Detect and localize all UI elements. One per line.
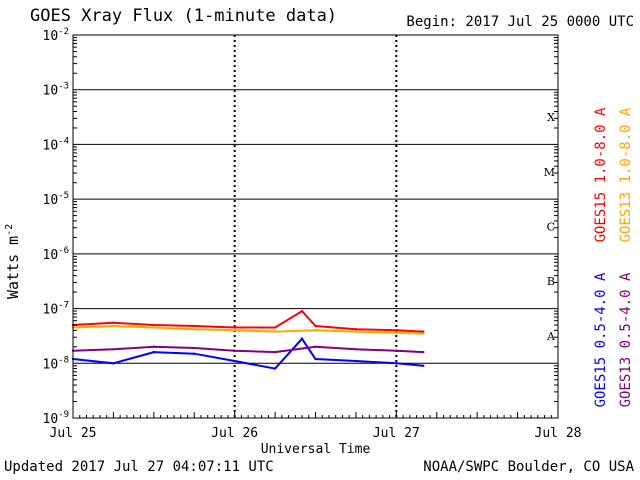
data-point: [152, 345, 156, 349]
data-point: [273, 350, 277, 354]
data-point: [193, 327, 196, 331]
data-point: [395, 362, 398, 365]
flare-class-label: B: [547, 275, 555, 288]
data-point: [300, 337, 304, 341]
legend-entry: GOES13 0.5-4.0 A: [618, 272, 634, 407]
data-point: [314, 324, 317, 328]
y-tick-label: 10-3: [43, 82, 70, 99]
y-tick-label: 10-7: [43, 301, 70, 318]
data-point: [233, 326, 236, 329]
data-point: [152, 323, 156, 327]
data-point: [233, 329, 236, 332]
data-point: [314, 345, 317, 349]
data-point: [233, 359, 236, 363]
data-point: [112, 362, 115, 365]
y-tick-label: 10-4: [43, 136, 70, 153]
data-point: [354, 359, 358, 363]
data-point: [152, 326, 156, 329]
data-point: [233, 349, 236, 352]
legend-entry: GOES15 0.5-4.0 A: [593, 272, 609, 407]
flare-class-label: A: [546, 330, 556, 343]
data-point: [152, 350, 156, 354]
y-tick-label: 10-9: [43, 410, 70, 427]
legend-layer: GOES15 1.0-8.0 A GOES15 0.5-4.0 A GOES13 1…: [593, 107, 634, 407]
flare-class-layer: A B C M X: [544, 111, 556, 343]
y-tick-layer: 10-9 10-8 10-7 10-6 10-5 10-4 10-3 10-2: [43, 27, 558, 427]
data-point: [395, 331, 398, 335]
y-tick-label: 10-8: [43, 355, 70, 372]
data-point: [314, 357, 317, 361]
begin-time: Begin: 2017 Jul 25 0000 UTC: [406, 14, 634, 30]
y-tick-label: 10-2: [43, 27, 70, 44]
updated-timestamp: Updated 2017 Jul 27 04:07:11 UTC: [4, 459, 274, 475]
data-point: [354, 348, 358, 351]
legend-entry: GOES13 1.0-8.0 A: [618, 107, 634, 242]
credit-text: NOAA/SWPC Boulder, CO USA: [423, 459, 634, 475]
x-tick-layer: Jul 25 Jul 26 Jul 27 Jul 28: [50, 410, 582, 441]
data-point: [273, 330, 277, 333]
data-point: [422, 350, 425, 354]
x-axis-label: Universal Time: [261, 442, 371, 457]
grid-layer: [73, 35, 558, 418]
data-point: [112, 348, 115, 351]
data-point: [354, 330, 358, 333]
flare-class-label: C: [547, 221, 555, 234]
data-point: [273, 367, 277, 370]
data-point: [354, 327, 358, 331]
data-point: [193, 324, 196, 328]
legend-entry: GOES15 1.0-8.0 A: [593, 107, 609, 242]
series-line: [72, 345, 424, 354]
data-point: [314, 329, 317, 332]
data-point: [112, 321, 115, 324]
flare-class-label: X: [547, 111, 555, 124]
x-tick-label: Jul 26: [211, 426, 258, 441]
flare-class-label: M: [544, 166, 555, 179]
x-tick-label: Jul 28: [535, 426, 582, 441]
data-point: [395, 329, 398, 332]
data-point: [395, 349, 398, 352]
plot-frame: [72, 34, 559, 419]
data-point: [422, 330, 425, 333]
series-line: [72, 324, 424, 335]
data-point: [193, 352, 196, 355]
data-point: [193, 346, 196, 350]
x-tick-label: Jul 27: [373, 426, 420, 441]
data-point: [273, 326, 277, 329]
x-tick-label: Jul 25: [50, 426, 97, 441]
data-point: [300, 309, 304, 313]
series-line: [72, 337, 424, 370]
y-tick-label: 10-6: [43, 246, 70, 263]
series-layer: [71, 309, 425, 370]
y-tick-label: 10-5: [43, 191, 70, 208]
series-line: [72, 309, 424, 333]
chart-title: GOES Xray Flux (1-minute data): [30, 6, 338, 26]
data-point: [422, 332, 425, 335]
data-point: [422, 364, 425, 367]
data-point: [112, 324, 115, 328]
